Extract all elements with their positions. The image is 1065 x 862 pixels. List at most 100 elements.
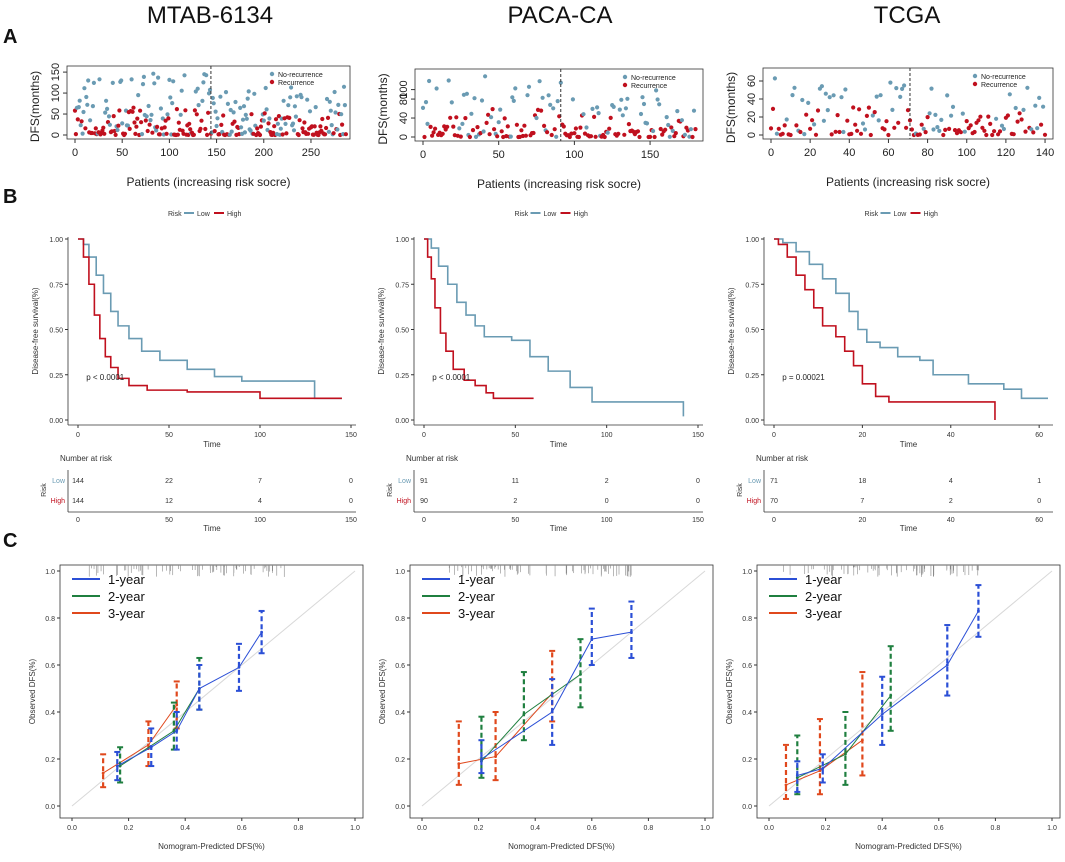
scatter-point [853,122,858,127]
km-legend-title: Risk [168,211,182,218]
scatter-point [519,128,524,133]
scatter-point [252,91,257,96]
scatter-point [505,124,510,129]
scatter-point [1029,127,1034,132]
x-tick-label: 140 [1036,147,1054,159]
scatter-point [657,102,662,107]
scatter-point [287,115,292,120]
km-curve-low [774,238,1048,400]
scatter-point [283,121,288,126]
risk-count-low: 71 [770,478,778,485]
scatter-point [608,115,613,120]
scatter-point [640,95,645,100]
scatter-point [199,118,204,123]
scatter-point [921,126,926,131]
km-y-tick-label: 0.75 [395,282,409,289]
risk-xlabel: Time [900,524,918,533]
scatter-point [470,128,476,133]
scatter-point [122,131,128,136]
scatter-point [246,89,251,94]
risk-row-label-high: High [51,498,66,505]
scatter-point [215,116,220,121]
scatter-point [249,112,254,117]
risk-table-title: Number at risk [60,454,113,463]
cal-ylabel: Observed DFS(%) [28,658,37,724]
scatter-point [213,109,218,114]
scatter-point [328,108,333,113]
scatter-point [489,115,494,120]
cal-point-3-year [784,783,788,787]
column-title-tcga: TCGA [873,2,941,29]
km-x-tick-label: 0 [772,432,776,439]
risk-x-tick-label: 50 [511,517,519,524]
scatter-point [183,108,188,113]
scatter-point [878,93,883,98]
cal-point-1-year [977,609,980,613]
scatter-point [427,78,432,84]
km-x-tick-label: 100 [601,432,613,439]
cal-y-tick-label: 0.2 [45,757,55,764]
scatter-point [858,131,864,136]
scatter-point [214,123,219,129]
scatter-point [843,87,848,92]
scatter-point [296,132,301,138]
scatter-point [286,103,291,108]
cal-legend-label-1-year: 1-year [805,572,843,587]
scatter-point [340,122,345,127]
scatter-point [333,110,338,115]
risk-count-high: 4 [258,498,262,505]
scatter-point [1039,122,1044,127]
scatter-point [976,118,981,123]
km-pvalue: p < 0.0001 [86,373,125,382]
km-legend-label-low: Low [894,211,908,218]
km-x-tick-label: 20 [858,432,866,439]
scatter-point [870,113,875,118]
scatter-point [93,126,98,131]
risk-table-title: Number at risk [406,454,459,463]
scatter-point [464,91,469,96]
cal-x-tick-label: 1.0 [1047,825,1057,832]
cal-point-3-year [494,755,497,759]
legend-marker-no-recurrence [622,74,628,80]
row-label-b: B [3,186,18,208]
scatter-point [552,127,557,132]
scatter-point [806,100,811,105]
scatter-point [542,123,547,128]
scatter-point [590,106,595,111]
y-tick-label: 80 [398,93,410,105]
scatter-point [616,131,621,136]
scatter-point [780,131,785,136]
scatter-point [245,96,250,101]
risk-count-low: 7 [258,478,262,485]
legend-marker-recurrence [972,81,978,87]
scatter-point [318,124,323,129]
scatter-point [431,130,436,135]
scatter-point [164,131,169,136]
scatter-point [641,101,647,107]
scatter-point [810,118,815,123]
cal-x-tick-label: 0.8 [991,825,1001,832]
risk-x-tick-label: 50 [165,517,173,524]
scatter-point [691,108,697,113]
scatter-point [654,88,659,93]
scatter-point [561,124,566,129]
scatter-point [884,119,889,124]
risk-count-high: 2 [513,498,517,505]
scatter-point [248,128,253,133]
scatter-point [460,121,465,126]
scatter-point [240,117,246,122]
km-legend-label-high: High [924,211,939,218]
scatter-point [218,94,223,99]
scatter-point [584,125,589,130]
scatter-point [294,94,299,99]
km-legend-label-high: High [574,211,589,218]
risk-axis-label: Risk [387,483,394,497]
scatter-point [635,129,641,134]
km-xlabel: Time [203,440,221,449]
scatter-point [154,128,159,133]
km-curve-high [78,238,342,400]
scatter-point [667,134,672,139]
legend-marker-recurrence [622,82,628,88]
x-tick-label: 50 [116,147,128,159]
